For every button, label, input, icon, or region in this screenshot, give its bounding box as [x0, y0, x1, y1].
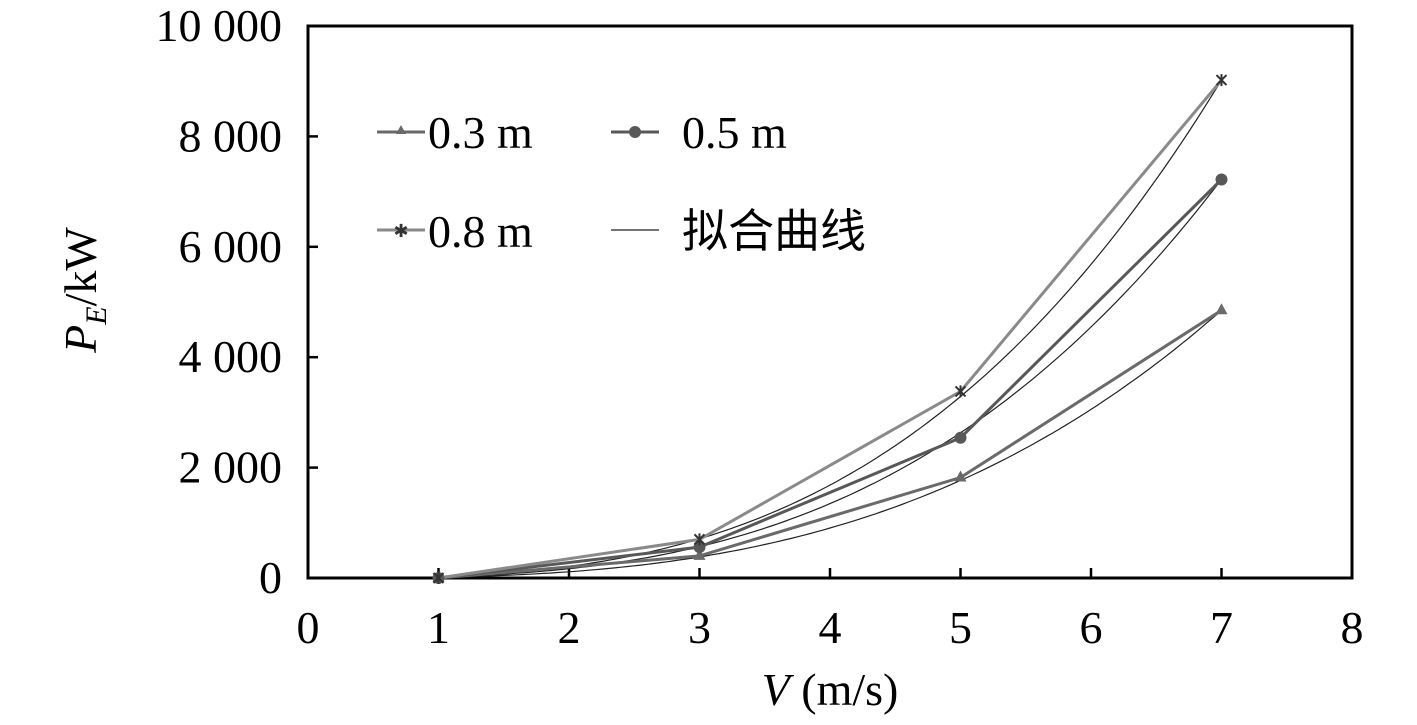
x-tick-labels: 0 1 2 3 4 5 6 7 8: [297, 602, 1364, 653]
y-axis-title: PE/kW: [55, 227, 113, 354]
data-point-star: [693, 533, 706, 546]
data-point-circle: [954, 431, 967, 444]
y-axis-unit: /kW: [55, 227, 106, 307]
y-tick-labels: 0 2 000 4 000 6 000 8 000 10 000: [156, 0, 283, 603]
y-tick-label: 10 000: [156, 0, 283, 51]
fit-curves: [438, 79, 1223, 578]
y-tick-label: 4 000: [179, 331, 283, 382]
fit-curve-1: [438, 179, 1222, 578]
y-axis-subscript: E: [80, 306, 113, 325]
y-tick-label: 6 000: [179, 221, 283, 272]
data-point-triangle: [1215, 303, 1228, 315]
legend-marker-triangle: [396, 125, 406, 134]
x-tick-label: 8: [1341, 602, 1364, 653]
x-tick-label: 2: [558, 602, 581, 653]
legend: 0.3 m 0.5 m ✱ 0.8 m 拟合曲线: [377, 107, 866, 257]
legend-label-0-3m: 0.3 m: [428, 107, 533, 158]
x-tick-label: 7: [1210, 602, 1233, 653]
legend-label-0-5m: 0.5 m: [682, 107, 787, 158]
legend-item-0-3m: 0.3 m: [377, 107, 533, 158]
tick-marks: [306, 24, 1354, 580]
legend-marker-star: ✱: [393, 221, 408, 242]
x-tick-label: 0: [297, 602, 320, 653]
x-tick-label: 5: [949, 602, 972, 653]
y-tick-label: 2 000: [179, 442, 283, 493]
legend-item-fit: 拟合曲线: [611, 206, 866, 257]
data-point-circle: [1215, 173, 1228, 186]
y-tick-label: 0: [259, 552, 282, 603]
x-tick-label: 6: [1080, 602, 1103, 653]
data-point-star: [954, 385, 967, 398]
x-axis-title: V (m/s): [762, 664, 899, 715]
legend-item-0-5m: 0.5 m: [611, 107, 787, 158]
fit-curve-0: [438, 309, 1222, 578]
legend-marker-circle: [629, 126, 641, 138]
series-line-2: [438, 79, 1223, 580]
fit-curve-2: [438, 79, 1223, 578]
legend-label-0-8m: 0.8 m: [428, 206, 533, 257]
data-point-star: [1215, 74, 1228, 87]
y-tick-label: 8 000: [179, 110, 283, 161]
x-tick-label: 3: [688, 602, 711, 653]
data-point-triangle: [954, 470, 967, 482]
data-point-star: [432, 572, 445, 584]
x-tick-label: 1: [427, 602, 450, 653]
y-axis-variable: P: [55, 325, 106, 354]
series-lines: [438, 79, 1223, 580]
data-point-triangle: [693, 548, 706, 560]
data-point-circle: [693, 541, 706, 554]
x-axis-unit: (m/s): [790, 664, 899, 715]
series-markers: [432, 74, 1228, 584]
x-axis-variable: V: [762, 664, 795, 715]
legend-item-0-8m: ✱ 0.8 m: [377, 206, 533, 257]
x-tick-label: 4: [819, 602, 842, 653]
series-line-1: [438, 178, 1223, 580]
legend-label-fit: 拟合曲线: [682, 206, 866, 257]
series-line-0: [438, 309, 1223, 580]
